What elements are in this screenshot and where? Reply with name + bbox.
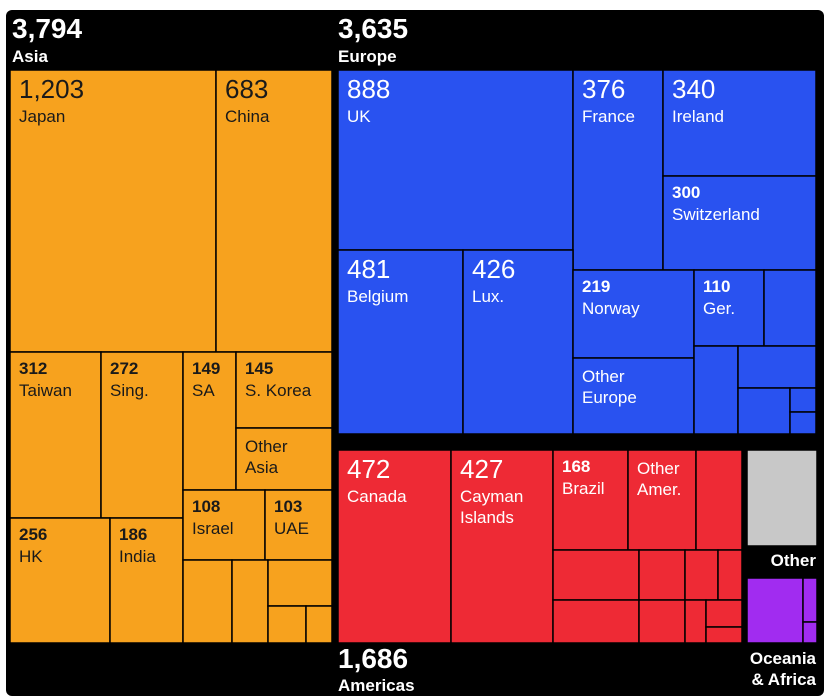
europe-minor-tile-1 [763,269,817,347]
tile-other-asia [235,427,333,491]
uk-value: 888 [347,74,390,104]
lux-label: Lux. [472,287,504,306]
oceania-africa-name-line-2: & Africa [751,670,816,689]
canada-value: 472 [347,454,390,484]
uae-label: UAE [274,519,309,538]
europe-minor-tile-5 [789,387,817,413]
europe-minor-tile-4 [737,387,791,435]
asia-minor-tile-5 [305,605,333,644]
taiwan-label: Taiwan [19,381,72,400]
americas-minor-tile-7 [638,599,686,644]
cayman-islands-value: 427 [460,454,503,484]
asia-minor-tile-4 [267,605,307,644]
tile-norway [572,269,695,359]
s-korea-value: 145 [245,359,273,378]
uk-label: UK [347,107,371,126]
tile-hk [9,517,111,644]
s-korea-label: S. Korea [245,381,312,400]
tile-uk [337,69,574,251]
japan-label: Japan [19,107,65,126]
tile-france [572,69,664,271]
norway-value: 219 [582,277,610,296]
americas-minor-tile-1 [695,449,743,551]
ger-value: 110 [703,277,730,296]
sa-label: SA [192,381,215,400]
ireland-value: 340 [672,74,715,104]
norway-label: Norway [582,299,640,318]
oceania-africa-minor-tile-2 [802,577,818,623]
oceania-africa-name-line-1: Oceania [750,649,817,668]
other-europe-label-line-1: Other [582,367,625,386]
americas-name: Americas [338,676,415,695]
canada-label: Canada [347,487,407,506]
tile-uae [264,489,333,561]
asia-minor-tile-3 [267,559,333,607]
japan-value: 1,203 [19,74,84,104]
france-label: France [582,107,635,126]
other-asia-label-line-1: Other [245,437,288,456]
europe-minor-tile-3 [737,345,817,389]
other-amer-label-line-1: Other [637,459,680,478]
europe-total: 3,635 [338,13,408,44]
india-label: India [119,547,156,566]
tile-ireland [662,69,817,177]
asia-minor-tile-1 [182,559,233,644]
asia-name: Asia [12,47,48,66]
americas-minor-tile-8 [684,599,707,644]
americas-minor-tile-9 [705,599,743,628]
europe-minor-tile-2 [693,345,739,435]
americas-minor-tile-3 [638,549,686,601]
americas-minor-tile-2 [552,549,640,601]
france-value: 376 [582,74,625,104]
tile-ger [693,269,765,347]
sing-value: 272 [110,359,138,378]
uae-value: 103 [274,497,302,516]
brazil-value: 168 [562,457,590,476]
americas-minor-tile-4 [684,549,719,601]
belgium-value: 481 [347,254,390,284]
other-minor-tile-1 [746,449,818,547]
israel-value: 108 [192,497,220,516]
americas-total: 1,686 [338,643,408,674]
switzerland-value: 300 [672,183,700,202]
cayman-islands-label-line-1: Cayman [460,487,523,506]
belgium-label: Belgium [347,287,408,306]
tile-other-amer [627,449,697,551]
sa-value: 149 [192,359,220,378]
cayman-islands-label-line-2: Islands [460,508,514,527]
tile-switzerland [662,175,817,271]
china-label: China [225,107,270,126]
europe-minor-tile-6 [789,411,817,435]
ger-label: Ger. [703,299,735,318]
india-value: 186 [119,525,147,544]
ireland-label: Ireland [672,107,724,126]
tile-india [109,517,184,644]
tile-sa [182,351,237,491]
other-asia-label-line-2: Asia [245,458,279,477]
lux-value: 426 [472,254,515,284]
tile-s-korea [235,351,333,429]
americas-minor-tile-5 [717,549,743,601]
taiwan-value: 312 [19,359,47,378]
europe-name: Europe [338,47,397,66]
sing-label: Sing. [110,381,149,400]
hk-label: HK [19,547,43,566]
tile-cayman-islands [450,449,554,644]
americas-minor-tile-6 [552,599,640,644]
oceania-africa-minor-tile-1 [746,577,804,644]
other-europe-label-line-2: Europe [582,388,637,407]
americas-minor-tile-10 [705,626,743,644]
switzerland-label: Switzerland [672,205,760,224]
china-value: 683 [225,74,268,104]
hk-value: 256 [19,525,47,544]
oceania-africa-minor-tile-3 [802,621,818,644]
asia-total: 3,794 [12,13,82,44]
israel-label: Israel [192,519,234,538]
brazil-label: Brazil [562,479,605,498]
other-name: Other [771,551,817,570]
other-amer-label-line-2: Amer. [637,480,681,499]
asia-minor-tile-2 [231,559,269,644]
